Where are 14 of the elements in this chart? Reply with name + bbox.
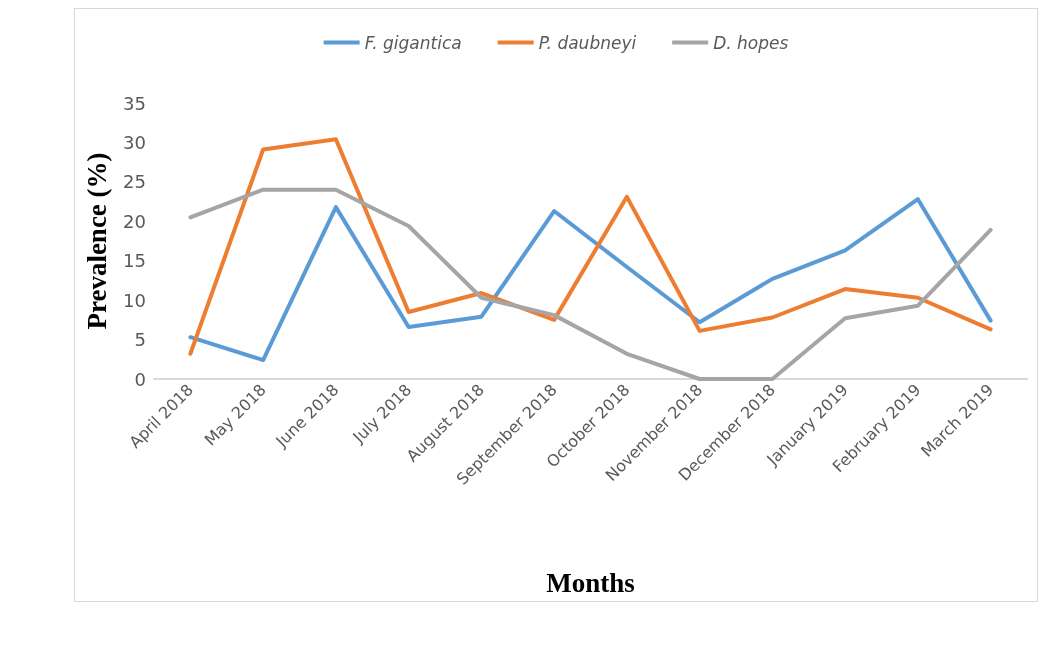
line-series <box>188 137 993 356</box>
y-tick-label: 5 <box>134 329 146 351</box>
y-tick-label: 25 <box>123 171 146 193</box>
y-tick-label: 0 <box>134 368 146 390</box>
y-tick-label: 35 <box>123 92 146 114</box>
y-tick-label: 30 <box>123 131 146 153</box>
legend-label: D. hopes <box>713 32 789 53</box>
y-axis-title: Prevalence (%) <box>81 152 112 330</box>
legend-label: P. daubneyi <box>538 32 637 53</box>
y-tick-label: 20 <box>123 210 146 232</box>
legend-label: F. gigantica <box>364 32 462 53</box>
x-axis-title: Months <box>546 567 635 598</box>
y-tick-label: 15 <box>123 250 146 272</box>
y-tick-label: 10 <box>123 289 146 311</box>
